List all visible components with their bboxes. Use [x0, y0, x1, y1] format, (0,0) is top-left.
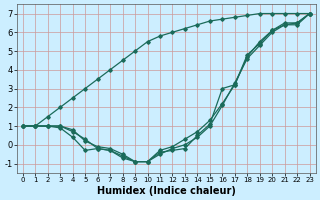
- X-axis label: Humidex (Indice chaleur): Humidex (Indice chaleur): [97, 186, 236, 196]
